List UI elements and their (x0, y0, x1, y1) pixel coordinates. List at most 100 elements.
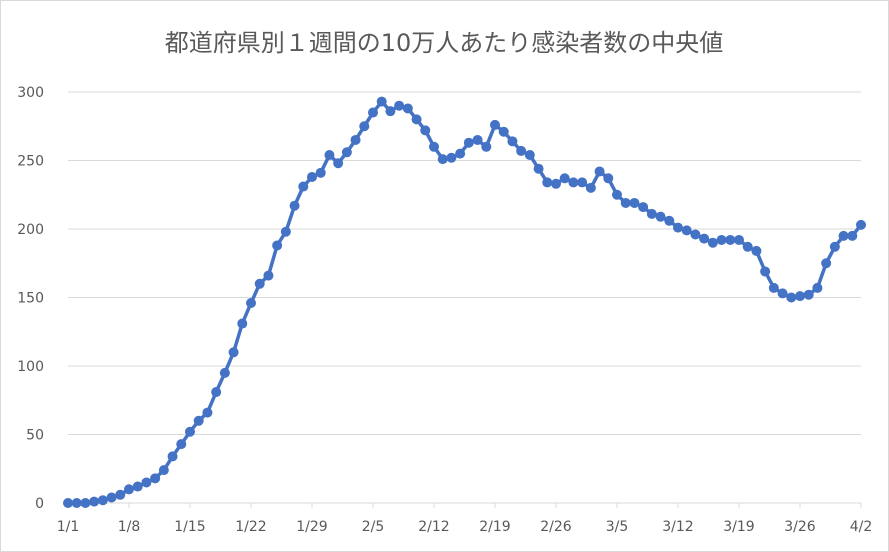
data-point (777, 288, 788, 299)
data-point (80, 498, 91, 508)
data-point (246, 297, 256, 308)
data-point (533, 163, 544, 174)
data-point (368, 107, 378, 118)
y-tick-label: 50 (26, 428, 44, 444)
x-tick-label: 3/12 (662, 519, 693, 535)
data-point (158, 465, 169, 476)
x-tick-label: 4/2 (850, 519, 873, 535)
data-point (106, 492, 117, 503)
data-point (315, 167, 326, 178)
data-point (734, 234, 744, 245)
data-point (298, 181, 309, 192)
data-point (237, 318, 248, 329)
data-point (481, 141, 492, 152)
data-point (795, 291, 805, 302)
data-point (725, 234, 736, 245)
data-point (219, 367, 230, 378)
data-point (524, 150, 535, 161)
data-point (71, 498, 82, 508)
data-point (768, 282, 779, 293)
data-point (673, 222, 683, 233)
data-point (124, 484, 134, 495)
data-point (612, 189, 622, 200)
x-axis-ticks: 1/1 1/8 1/15 1/22 1/29 2/5 2/12 2/19 2/26 3/5 3/12… (57, 503, 873, 535)
data-point (577, 177, 588, 188)
data-point (856, 219, 866, 230)
data-point (254, 278, 265, 289)
data-point (150, 473, 161, 484)
data-point (707, 237, 718, 248)
data-point (115, 489, 126, 500)
data-point (646, 208, 657, 219)
y-axis-ticks: 0 50 100 150 200 250 300 (17, 85, 44, 512)
data-point (359, 121, 370, 132)
data-point (333, 158, 344, 169)
x-tick-label: 1/15 (174, 519, 205, 535)
data-point (272, 240, 283, 251)
data-point (376, 96, 387, 107)
data-point (289, 200, 300, 211)
data-point (542, 177, 553, 188)
data-point (437, 154, 448, 165)
data-point (341, 147, 352, 158)
data-point (202, 407, 213, 418)
y-tick-label: 200 (17, 222, 44, 238)
data-point (280, 226, 291, 237)
data-point (655, 211, 666, 222)
data-point (185, 426, 195, 437)
data-point (516, 145, 527, 156)
data-point (420, 125, 431, 136)
data-point (132, 481, 143, 492)
data-point (690, 229, 701, 240)
y-tick-label: 100 (17, 359, 44, 375)
data-point (263, 270, 274, 281)
data-point (97, 495, 108, 506)
x-tick-label: 1/22 (235, 519, 266, 535)
x-tick-label: 2/19 (479, 519, 510, 535)
data-point (63, 498, 73, 508)
data-point (568, 177, 579, 188)
data-point (411, 114, 422, 125)
data-point (385, 106, 396, 117)
data-point (89, 496, 100, 507)
data-point (803, 289, 814, 300)
data-point (490, 119, 500, 130)
x-tick-label: 1/8 (118, 519, 141, 535)
x-tick-label: 2/26 (540, 519, 572, 535)
data-point (821, 258, 832, 269)
gridlines (68, 91, 861, 504)
data-point (664, 215, 675, 226)
series-line (68, 99, 863, 505)
data-point (307, 171, 317, 182)
data-point (211, 387, 222, 398)
x-tick-label: 3/26 (784, 519, 816, 535)
data-point (585, 182, 596, 193)
data-point (620, 197, 631, 208)
data-point (507, 136, 518, 147)
data-point (141, 477, 152, 488)
y-tick-label: 250 (17, 154, 44, 170)
data-point (402, 103, 413, 114)
data-point (472, 134, 483, 145)
series-layer (63, 96, 866, 508)
data-point (446, 152, 457, 163)
data-point (350, 134, 361, 145)
data-point (847, 230, 858, 241)
x-tick-label: 1/1 (57, 519, 80, 535)
data-point (394, 100, 405, 111)
data-point (786, 292, 797, 303)
data-point (193, 415, 204, 426)
data-point (716, 234, 727, 245)
y-tick-label: 150 (17, 291, 44, 307)
x-tick-label: 2/5 (362, 519, 385, 535)
data-point (742, 241, 753, 252)
data-point (594, 166, 605, 177)
y-tick-label: 300 (17, 85, 44, 101)
x-tick-label: 1/29 (296, 519, 327, 535)
data-point (559, 173, 570, 184)
data-point (838, 230, 849, 241)
data-point (429, 141, 439, 152)
data-point (228, 347, 239, 358)
data-point (551, 178, 561, 189)
